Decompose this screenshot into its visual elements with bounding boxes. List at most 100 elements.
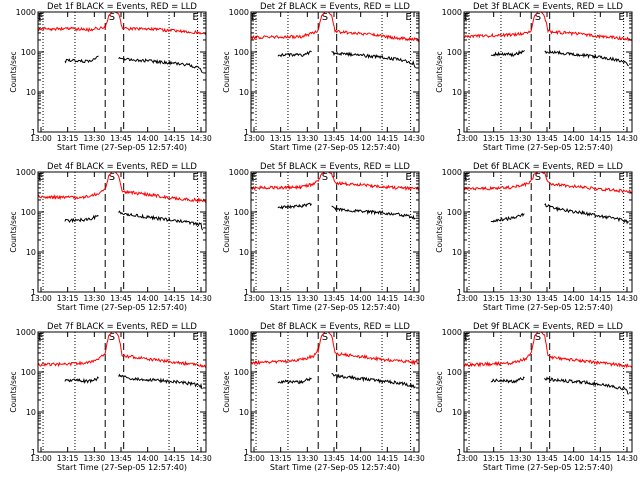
x-tick-label: 13:45 — [536, 454, 558, 463]
y-tick-label: 10 — [239, 408, 249, 417]
x-tick-label: 13:30 — [510, 294, 532, 303]
x-axis-label: Start Time (27-Sep-05 12:57:40) — [270, 303, 400, 312]
series-events-line — [544, 376, 629, 395]
series-events-line — [490, 376, 525, 384]
series-lld-line — [463, 171, 633, 194]
x-tick-label: 13:45 — [323, 294, 345, 303]
chart-title: Det 1f BLACK = Events, RED = LLD — [47, 2, 197, 12]
x-tick-label: 14:30 — [616, 294, 638, 303]
marker-label: E — [192, 172, 198, 183]
x-tick-label: 13:00 — [243, 294, 265, 303]
series-events-line — [331, 373, 416, 389]
x-tick-label: 14:00 — [563, 454, 585, 463]
chart-title: Det 7f BLACK = Events, RED = LLD — [47, 322, 197, 332]
x-axis-label: Start Time (27-Sep-05 12:57:40) — [483, 303, 613, 312]
y-tick-label: 1000 — [16, 168, 36, 177]
x-tick-label: 13:45 — [323, 454, 345, 463]
x-tick-label: 14:30 — [616, 134, 638, 143]
y-axis-label: Counts/sec — [222, 211, 231, 252]
x-tick-label: 13:00 — [30, 294, 52, 303]
x-tick-label: 14:00 — [350, 134, 372, 143]
series-events-line — [64, 376, 99, 384]
series-lld-line — [463, 11, 633, 42]
x-tick-label: 14:15 — [590, 134, 612, 143]
x-tick-label: 14:15 — [377, 134, 399, 143]
x-tick-label: 13:45 — [110, 294, 132, 303]
y-tick-label: 1000 — [229, 8, 249, 17]
plot-frame — [463, 331, 633, 453]
x-axis-label: Start Time (27-Sep-05 12:57:40) — [57, 463, 187, 472]
marker-label: E — [464, 12, 470, 23]
plot-frame — [37, 331, 207, 453]
y-tick-label: 1 — [457, 448, 462, 457]
x-tick-label: 13:15 — [57, 134, 79, 143]
x-tick-label: 14:00 — [137, 454, 159, 463]
y-axis-label: Counts/sec — [435, 211, 444, 252]
x-tick-label: 14:30 — [190, 294, 212, 303]
x-tick-label: 13:00 — [456, 134, 478, 143]
y-tick-label: 1000 — [229, 328, 249, 337]
x-tick-label: 14:15 — [164, 294, 186, 303]
x-tick-label: 14:15 — [164, 134, 186, 143]
series-events-line — [277, 50, 312, 58]
series-lld-line — [463, 331, 633, 369]
plot-frame — [250, 331, 420, 453]
marker-label: E — [192, 332, 198, 343]
x-tick-label: 13:00 — [30, 134, 52, 143]
y-tick-label: 1 — [457, 128, 462, 137]
marker-label: E — [464, 332, 470, 343]
x-tick-label: 14:30 — [403, 134, 425, 143]
x-tick-label: 14:15 — [590, 294, 612, 303]
x-tick-label: 13:30 — [297, 134, 319, 143]
marker-label: S — [109, 332, 115, 343]
plot-frame — [37, 171, 207, 293]
y-tick-label: 1 — [457, 288, 462, 297]
marker-label: S — [322, 172, 328, 183]
marker-label: S — [535, 12, 541, 23]
marker-label: S — [322, 332, 328, 343]
series-lld-line — [250, 171, 420, 192]
y-tick-label: 10 — [239, 88, 249, 97]
marker-label: S — [109, 12, 115, 23]
x-tick-label: 13:15 — [483, 454, 505, 463]
y-axis-label: Counts/sec — [222, 51, 231, 92]
x-axis-label: Start Time (27-Sep-05 12:57:40) — [270, 143, 400, 152]
series-events-line — [490, 49, 525, 58]
x-tick-label: 13:30 — [510, 134, 532, 143]
x-tick-label: 14:15 — [377, 454, 399, 463]
x-tick-label: 14:00 — [563, 294, 585, 303]
x-axis-label: Start Time (27-Sep-05 12:57:40) — [57, 303, 187, 312]
y-tick-label: 100 — [21, 208, 36, 217]
y-tick-label: 100 — [447, 368, 462, 377]
series-events-line — [544, 49, 629, 67]
y-tick-label: 1000 — [16, 8, 36, 17]
y-axis-label: Counts/sec — [9, 211, 18, 252]
marker-label: E — [618, 172, 624, 183]
y-tick-label: 10 — [26, 248, 36, 257]
x-tick-label: 14:00 — [137, 134, 159, 143]
x-tick-label: 13:45 — [323, 134, 345, 143]
marker-label: E — [405, 12, 411, 23]
series-events-line — [64, 214, 99, 224]
x-tick-label: 13:00 — [243, 134, 265, 143]
y-tick-label: 1000 — [442, 168, 462, 177]
y-tick-label: 100 — [447, 48, 462, 57]
series-events-line — [277, 202, 312, 210]
plot-frame — [250, 171, 420, 293]
x-tick-label: 13:00 — [30, 454, 52, 463]
marker-label: E — [618, 332, 624, 343]
x-tick-label: 13:30 — [84, 294, 106, 303]
chart-title: Det 5f BLACK = Events, RED = LLD — [260, 162, 410, 172]
x-tick-label: 13:30 — [84, 134, 106, 143]
marker-label: S — [322, 12, 328, 23]
x-tick-label: 13:30 — [297, 294, 319, 303]
series-events-line — [277, 377, 312, 385]
x-tick-label: 14:00 — [350, 294, 372, 303]
x-tick-label: 13:45 — [536, 294, 558, 303]
y-tick-label: 10 — [26, 88, 36, 97]
y-axis-label: Counts/sec — [9, 371, 18, 412]
